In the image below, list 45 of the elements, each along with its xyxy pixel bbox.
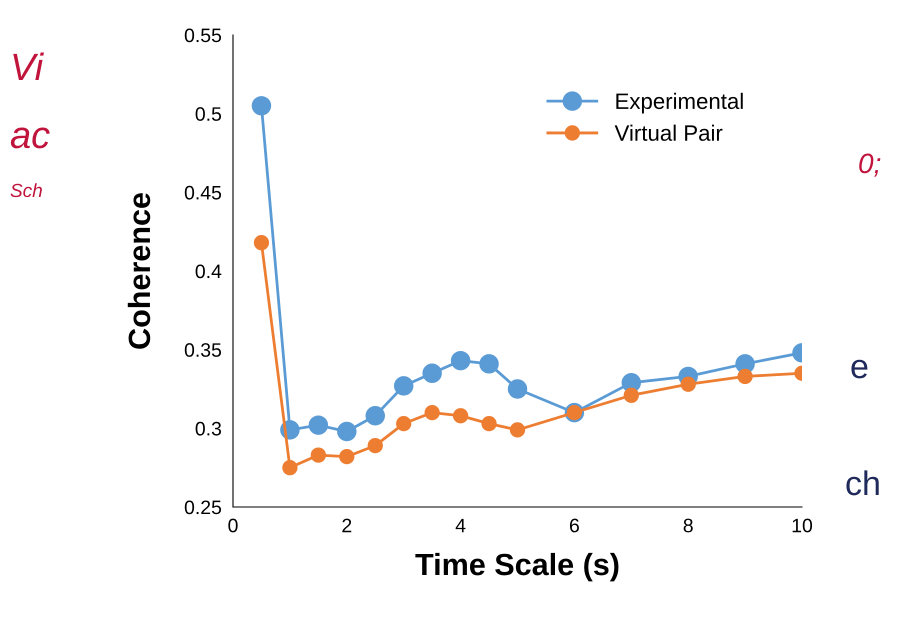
point (252, 96, 272, 116)
y-tick-label: 0.3 (196, 422, 222, 436)
text: Sch (10, 183, 42, 198)
point (368, 438, 383, 454)
point (337, 422, 357, 442)
text: Vi (13, 52, 44, 80)
point (366, 406, 385, 426)
point (282, 460, 298, 476)
text: e (851, 360, 868, 378)
point (424, 404, 440, 420)
x-tick-label: 8 (684, 518, 693, 532)
y-axis-title: Coherence (128, 193, 150, 349)
y-tick-label: 0.55 (184, 28, 222, 42)
y-tick-label: 0.4 (196, 264, 222, 278)
x-tick-label: 2 (342, 518, 352, 532)
y-tick-label: 0.45 (184, 186, 222, 200)
text: ac (10, 128, 50, 148)
text: ch (846, 470, 879, 496)
legend-label: Experimental (616, 92, 743, 114)
x-tick-label: 10 (792, 518, 812, 532)
point (680, 376, 696, 392)
point (452, 408, 468, 424)
point (310, 447, 326, 463)
point (396, 416, 412, 432)
text: 0; (859, 153, 880, 177)
y-tick-label: 0.35 (184, 343, 222, 357)
point (481, 416, 497, 432)
point (394, 376, 414, 396)
point (508, 379, 528, 399)
x-tick-label: 4 (456, 518, 466, 532)
point (254, 235, 270, 250)
point (479, 354, 499, 374)
point (510, 422, 526, 438)
point (308, 415, 328, 435)
x-tick-label: 0 (228, 518, 238, 532)
x-tick-label: 6 (570, 518, 579, 532)
y-tick-label: 0.25 (184, 500, 222, 514)
point (422, 364, 442, 383)
y-tick-label: 0.5 (196, 107, 222, 121)
point (737, 368, 753, 384)
point (624, 388, 639, 403)
point (450, 350, 470, 370)
legend-label: Virtual Pair (614, 124, 722, 141)
x-axis-title: Time Scale (s) (415, 552, 618, 582)
point (339, 449, 354, 464)
